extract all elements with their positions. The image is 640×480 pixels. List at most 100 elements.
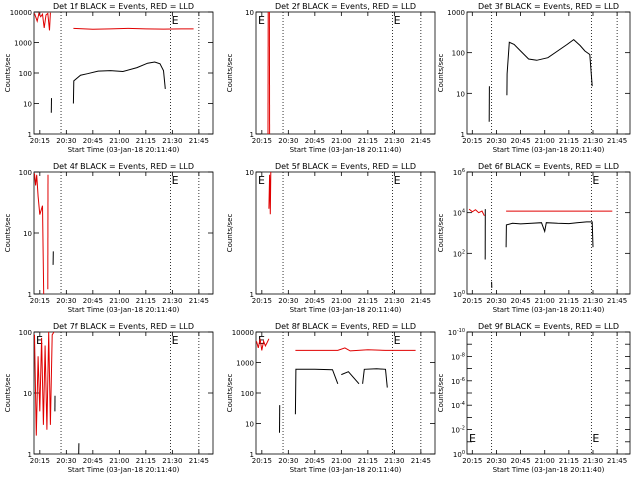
x-tick-label: 21:15 bbox=[559, 297, 579, 305]
x-tick-label: 21:30 bbox=[162, 297, 182, 305]
x-tick-label: 20:30 bbox=[56, 137, 76, 145]
x-tick-label: 21:00 bbox=[331, 137, 351, 145]
x-tick-label: 21:00 bbox=[109, 457, 129, 465]
lld-series-line bbox=[35, 332, 55, 436]
x-tick-label: 20:45 bbox=[83, 297, 103, 305]
y-tick-label: 10000 bbox=[232, 329, 254, 337]
det-panel-7: Det 7f BLACK = Events, RED = LLD E E 20:15 2… bbox=[4, 322, 213, 474]
events-series-line bbox=[506, 222, 593, 247]
y-tick-label: 10-10 bbox=[448, 328, 465, 337]
event-marker-label: E bbox=[592, 432, 599, 445]
y-tick-label: 10 bbox=[23, 390, 32, 398]
x-tick-label: 21:00 bbox=[331, 457, 351, 465]
x-tick-label: 20:15 bbox=[462, 297, 482, 305]
x-tick-label: 21:00 bbox=[331, 297, 351, 305]
y-tick-label: 1 bbox=[28, 451, 32, 459]
y-tick-label: 100 bbox=[19, 169, 32, 177]
x-tick-label: 21:30 bbox=[384, 457, 404, 465]
x-tick-label: 20:30 bbox=[486, 297, 506, 305]
y-tick-label: 1 bbox=[461, 131, 465, 139]
y-tick-label: 1 bbox=[250, 291, 254, 299]
det-panel-1: Det 1f BLACK = Events, RED = LLDE20:15 20… bbox=[4, 2, 213, 154]
events-series-line bbox=[507, 40, 592, 96]
events-series-line bbox=[341, 372, 359, 384]
det-panel-5: Det 5f BLACK = Events, RED = LLD E E 20:15 2… bbox=[226, 162, 435, 314]
x-tick-label: 21:15 bbox=[358, 137, 378, 145]
x-tick-label: 20:30 bbox=[56, 297, 76, 305]
x-tick-label: 21:00 bbox=[109, 297, 129, 305]
x-tick-label: 21:45 bbox=[189, 457, 209, 465]
y-tick-label: 100 bbox=[241, 390, 254, 398]
x-axis-label: Start Time (03-Jan-18 20:11:40) bbox=[290, 466, 402, 474]
y-axis-label: Counts/sec bbox=[226, 374, 234, 413]
x-tick-label: 21:45 bbox=[411, 457, 431, 465]
x-tick-label: 21:45 bbox=[189, 137, 209, 145]
x-axis-label: Start Time (03-Jan-18 20:11:40) bbox=[290, 146, 402, 154]
panel-title: Det 4f BLACK = Events, RED = LLD bbox=[53, 162, 194, 171]
x-tick-label: 20:45 bbox=[510, 137, 530, 145]
x-tick-label: 20:15 bbox=[462, 137, 482, 145]
y-tick-label: 1000 bbox=[236, 360, 254, 368]
x-tick-label: 20:45 bbox=[305, 297, 325, 305]
x-axis-label: Start Time (03-Jan-18 20:11:40) bbox=[290, 306, 402, 314]
y-tick-label: 106 bbox=[453, 168, 465, 177]
det-panel-9: Det 9f BLACK = Events, RED = LLDE E20:15 2… bbox=[437, 322, 630, 474]
y-tick-label: 1 bbox=[28, 291, 32, 299]
y-tick-label: 10-2 bbox=[451, 426, 465, 435]
x-tick-label: 21:45 bbox=[607, 137, 627, 145]
x-tick-label: 21:15 bbox=[136, 137, 156, 145]
y-tick-label: 1000 bbox=[447, 9, 465, 17]
x-tick-label: 20:45 bbox=[305, 457, 325, 465]
x-tick-label: 21:00 bbox=[535, 457, 555, 465]
y-axis-label: Counts/sec bbox=[4, 54, 12, 93]
lld-series-line bbox=[35, 173, 44, 294]
x-tick-label: 21:15 bbox=[559, 457, 579, 465]
panel-title: Det 5f BLACK = Events, RED = LLD bbox=[275, 162, 416, 171]
x-axis-label: Start Time (03-Jan-18 20:11:40) bbox=[493, 146, 605, 154]
y-tick-label: 10 bbox=[245, 421, 254, 429]
x-tick-label: 21:45 bbox=[411, 297, 431, 305]
det-panel-8: Det 8f BLACK = Events, RED = LLD E E 20:15 2… bbox=[226, 322, 435, 474]
x-tick-label: 21:30 bbox=[583, 297, 603, 305]
det-panel-6: Det 6f BLACK = Events, RED = LLDE20:15 20… bbox=[437, 162, 630, 314]
y-tick-label: 100 bbox=[19, 329, 32, 337]
panel-title: Det 3f BLACK = Events, RED = LLD bbox=[478, 2, 619, 11]
x-tick-label: 21:15 bbox=[136, 457, 156, 465]
y-tick-label: 1 bbox=[250, 131, 254, 139]
y-tick-label: 10 bbox=[23, 230, 32, 238]
lld-series-line bbox=[269, 172, 271, 214]
det-panel-4: Det 4f BLACK = Events, RED = LLD E 20:15 20… bbox=[4, 162, 213, 314]
lld-series-line bbox=[73, 28, 193, 29]
x-tick-label: 21:00 bbox=[535, 297, 555, 305]
y-tick-label: 1 bbox=[250, 451, 254, 459]
x-tick-label: 21:30 bbox=[384, 137, 404, 145]
x-tick-label: 21:15 bbox=[358, 297, 378, 305]
events-series-line bbox=[295, 369, 337, 414]
x-tick-label: 20:45 bbox=[510, 457, 530, 465]
x-tick-label: 21:00 bbox=[535, 137, 555, 145]
y-axis-label: Counts/sec bbox=[226, 214, 234, 253]
x-tick-label: 21:30 bbox=[162, 457, 182, 465]
y-axis-label: Counts/sec bbox=[4, 214, 12, 253]
x-tick-label: 20:30 bbox=[486, 137, 506, 145]
events-series-line bbox=[73, 62, 165, 104]
x-tick-label: 20:45 bbox=[83, 457, 103, 465]
x-tick-label: 20:30 bbox=[278, 297, 298, 305]
panel-title: Det 6f BLACK = Events, RED = LLD bbox=[478, 162, 619, 171]
x-tick-label: 20:45 bbox=[510, 297, 530, 305]
x-tick-label: 20:15 bbox=[252, 137, 272, 145]
x-tick-label: 21:45 bbox=[607, 457, 627, 465]
panel-title: Det 2f BLACK = Events, RED = LLD bbox=[275, 2, 416, 11]
x-tick-label: 21:30 bbox=[583, 137, 603, 145]
x-tick-label: 20:15 bbox=[30, 457, 50, 465]
y-tick-label: 10 bbox=[23, 101, 32, 109]
y-tick-label: 102 bbox=[453, 249, 465, 258]
y-tick-label: 100 bbox=[19, 70, 32, 78]
x-tick-label: 20:15 bbox=[30, 137, 50, 145]
y-axis-label: Counts/sec bbox=[226, 54, 234, 93]
events-series-line bbox=[363, 369, 388, 388]
y-tick-label: 10-8 bbox=[451, 352, 465, 361]
x-tick-label: 20:45 bbox=[83, 137, 103, 145]
x-tick-label: 20:45 bbox=[305, 137, 325, 145]
det-panel-3: Det 3f BLACK = Events, RED = LLD 20:15 20:… bbox=[437, 2, 630, 154]
